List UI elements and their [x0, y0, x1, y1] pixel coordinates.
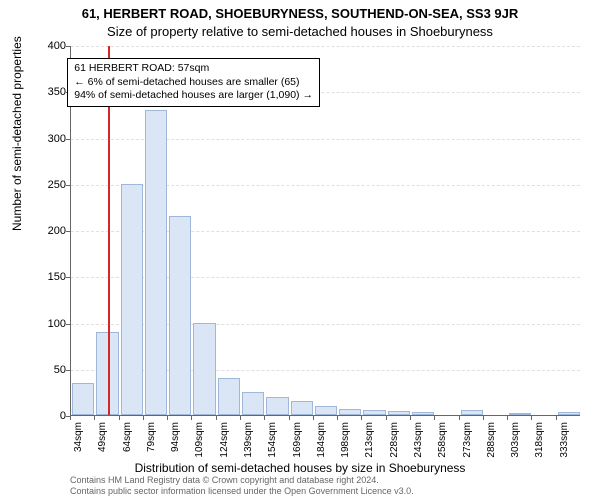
infobox-line-3: 94% of semi-detached houses are larger (… — [74, 89, 313, 103]
infobox-line-2: ← 6% of semi-detached houses are smaller… — [74, 76, 313, 90]
x-tick-mark — [264, 416, 265, 420]
x-tick-label: 288sqm — [486, 422, 497, 458]
y-tick-label: 100 — [26, 318, 66, 330]
histogram-bar — [315, 406, 337, 415]
x-tick-label: 303sqm — [510, 422, 521, 458]
x-tick-label: 318sqm — [534, 422, 545, 458]
histogram-bar — [121, 184, 143, 415]
x-tick-mark — [191, 416, 192, 420]
histogram-bar — [558, 412, 580, 415]
x-tick-mark — [337, 416, 338, 420]
x-tick-mark — [94, 416, 95, 420]
x-tick-label: 109sqm — [194, 422, 205, 458]
x-axis-label: Distribution of semi-detached houses by … — [0, 461, 600, 475]
histogram-bar — [242, 392, 264, 415]
y-tick-mark — [66, 231, 70, 232]
y-tick-mark — [66, 46, 70, 47]
x-tick-label: 154sqm — [267, 422, 278, 458]
x-tick-mark — [483, 416, 484, 420]
address-title: 61, HERBERT ROAD, SHOEBURYNESS, SOUTHEND… — [0, 6, 600, 21]
x-tick-label: 273sqm — [462, 422, 473, 458]
footer-line-2: Contains public sector information licen… — [70, 486, 414, 497]
x-tick-label: 49sqm — [97, 422, 108, 452]
histogram-bar — [363, 410, 385, 415]
attribution-footer: Contains HM Land Registry data © Crown c… — [70, 475, 414, 497]
x-tick-label: 64sqm — [122, 422, 133, 452]
infobox-line-1: 61 HERBERT ROAD: 57sqm — [74, 62, 313, 76]
x-tick-label: 169sqm — [292, 422, 303, 458]
y-tick-label: 200 — [26, 225, 66, 237]
x-tick-mark — [531, 416, 532, 420]
chart-container: 61, HERBERT ROAD, SHOEBURYNESS, SOUTHEND… — [0, 0, 600, 500]
x-tick-mark — [386, 416, 387, 420]
footer-line-1: Contains HM Land Registry data © Crown c… — [70, 475, 414, 486]
histogram-bar — [169, 216, 191, 415]
x-tick-label: 333sqm — [559, 422, 570, 458]
gridline — [71, 46, 580, 47]
y-tick-label: 150 — [26, 271, 66, 283]
x-tick-mark — [119, 416, 120, 420]
x-tick-mark — [361, 416, 362, 420]
y-tick-label: 0 — [26, 410, 66, 422]
y-tick-mark — [66, 370, 70, 371]
histogram-bar — [218, 378, 240, 415]
x-tick-label: 198sqm — [340, 422, 351, 458]
x-tick-mark — [289, 416, 290, 420]
x-tick-label: 139sqm — [243, 422, 254, 458]
x-tick-mark — [434, 416, 435, 420]
histogram-bar — [145, 110, 167, 415]
histogram-bar — [412, 412, 434, 415]
histogram-bar — [266, 397, 288, 416]
x-tick-mark — [507, 416, 508, 420]
x-tick-mark — [167, 416, 168, 420]
property-infobox: 61 HERBERT ROAD: 57sqm← 6% of semi-detac… — [67, 58, 320, 107]
x-tick-label: 213sqm — [364, 422, 375, 458]
x-tick-mark — [216, 416, 217, 420]
x-tick-mark — [313, 416, 314, 420]
x-tick-label: 184sqm — [316, 422, 327, 458]
y-tick-label: 400 — [26, 40, 66, 52]
x-tick-mark — [70, 416, 71, 420]
y-tick-mark — [66, 324, 70, 325]
x-tick-label: 228sqm — [389, 422, 400, 458]
x-tick-mark — [556, 416, 557, 420]
x-tick-label: 243sqm — [413, 422, 424, 458]
y-tick-mark — [66, 185, 70, 186]
histogram-bar — [72, 383, 94, 415]
y-tick-label: 250 — [26, 179, 66, 191]
histogram-bar — [461, 410, 483, 415]
histogram-bar — [291, 401, 313, 415]
x-tick-mark — [240, 416, 241, 420]
chart-subtitle: Size of property relative to semi-detach… — [0, 24, 600, 39]
y-tick-mark — [66, 139, 70, 140]
x-tick-mark — [143, 416, 144, 420]
histogram-bar — [339, 409, 361, 415]
x-tick-mark — [410, 416, 411, 420]
y-axis-label: Number of semi-detached properties — [10, 36, 24, 231]
x-tick-label: 258sqm — [437, 422, 448, 458]
y-tick-label: 350 — [26, 86, 66, 98]
histogram-bar — [388, 411, 410, 415]
histogram-bar — [509, 413, 531, 415]
x-tick-label: 79sqm — [146, 422, 157, 452]
x-tick-label: 34sqm — [73, 422, 84, 452]
y-tick-label: 50 — [26, 364, 66, 376]
x-tick-mark — [459, 416, 460, 420]
y-tick-label: 300 — [26, 133, 66, 145]
x-tick-label: 124sqm — [219, 422, 230, 458]
x-tick-label: 94sqm — [170, 422, 181, 452]
y-tick-mark — [66, 277, 70, 278]
histogram-bar — [193, 323, 215, 416]
